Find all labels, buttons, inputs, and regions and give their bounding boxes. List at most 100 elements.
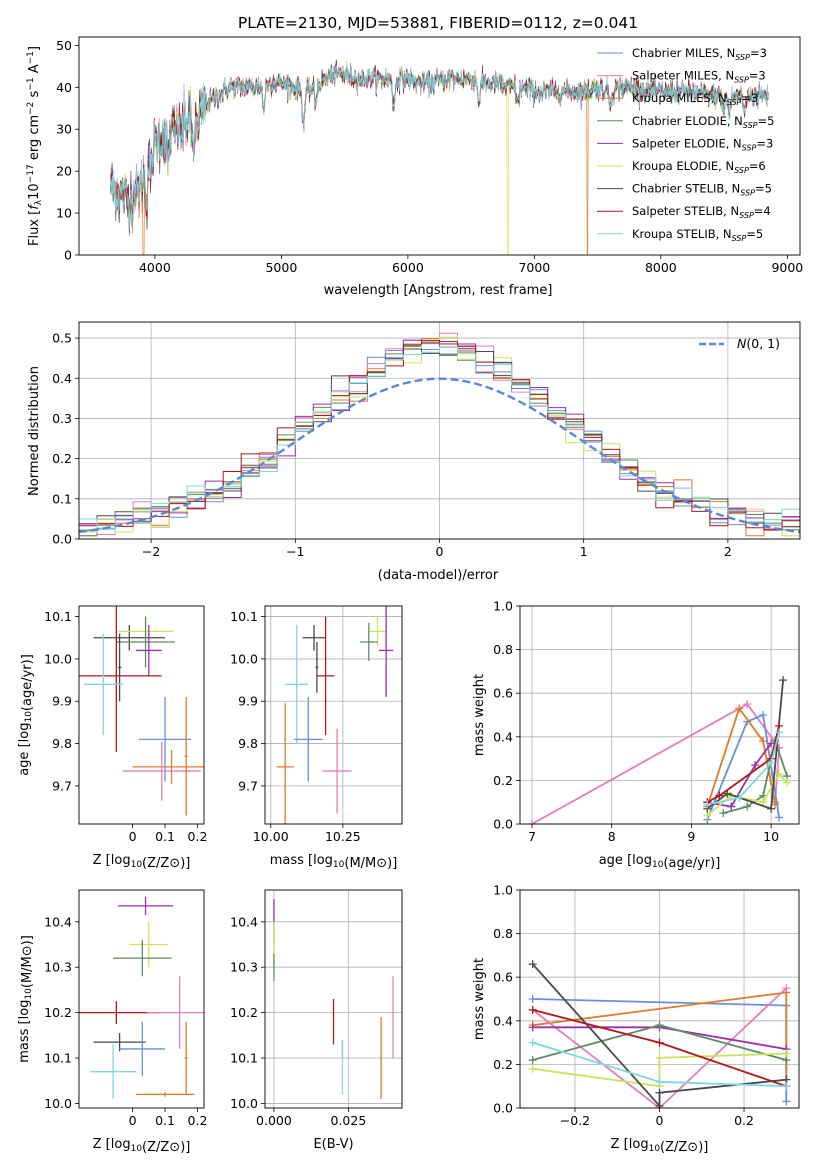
y-tick-label: 10.0 — [44, 651, 72, 666]
weight-marker — [782, 1049, 791, 1058]
weight-marker — [782, 1097, 791, 1106]
x-axis-label: Z [log10(Z/Z⊙)] — [611, 1137, 709, 1155]
weight-marker — [775, 813, 784, 822]
plots-layer: 4000 5000 6000 7000 8000 900001020304050wavel… — [17, 36, 803, 1155]
x-axis-label: (data-model)/error — [378, 568, 499, 583]
weight-marker — [528, 1056, 537, 1065]
marks-residuals — [79, 332, 800, 539]
marks-age_vs_Z — [79, 606, 204, 816]
weight-line — [706, 680, 784, 810]
weight-marker — [655, 1021, 664, 1030]
legend-entry: Chabrier STELIB, NSSP=5 — [632, 182, 772, 198]
weight-marker — [655, 1077, 664, 1086]
y-tick-label: 10.1 — [230, 609, 258, 624]
x-axis-label: Z [log10(Z/Z⊙)] — [93, 853, 191, 871]
y-tick-label: 0 — [64, 248, 72, 263]
x-tick-label: 10.00 — [253, 829, 289, 844]
panel-residuals: −2 −1 0 1 2 0.0 0.1 0.2 0.3 0.4 0.5 N(0, 1) (data-mo… — [27, 321, 801, 583]
weight-marker — [779, 676, 788, 685]
y-axis-label: age [log10(age/yr)] — [17, 654, 35, 776]
x-tick-label: 0 — [436, 544, 444, 559]
x-tick-label: 10 — [763, 829, 779, 844]
x-axis-label: mass [log10(M/M⊙)] — [270, 853, 398, 871]
x-tick-label: 5000 — [265, 260, 297, 275]
panel-weight_vs_Z: −0.2 0 0.2 0.0 0.2 0.4 0.6 0.8 1.0 Z [log10(Z/Z⊙)… — [472, 883, 800, 1155]
axes-frame — [519, 605, 800, 825]
panel-mass_vs_ebv: 0.000 0.025 10.0 10.1 10.2 10.3 10.4 E(B-V) — [230, 889, 403, 1152]
figure-title: PLATE=2130, MJD=53881, FIBERID=0112, z=0… — [238, 14, 638, 32]
plot-area — [79, 606, 204, 824]
x-tick-label: 9 — [687, 829, 695, 844]
weight-line — [706, 706, 776, 807]
weight-marker — [759, 798, 768, 807]
y-tick-label: 9.7 — [238, 778, 258, 793]
gaussian-curve — [79, 377, 800, 534]
x-tick-label: 0.2 — [188, 1113, 208, 1128]
legend-entry: Chabrier ELODIE, NSSP=5 — [632, 114, 774, 130]
weight-marker — [735, 793, 744, 802]
y-tick-label: 30 — [56, 122, 72, 137]
axes-frame — [264, 889, 403, 1109]
weight-marker — [719, 809, 728, 818]
x-tick-label: 4000 — [139, 260, 171, 275]
y-tick-label: 0.5 — [52, 331, 72, 346]
weight-line — [531, 702, 781, 824]
y-tick-label: 9.9 — [238, 694, 258, 709]
axes-frame — [264, 605, 403, 825]
weight-marker — [767, 739, 776, 748]
marks-mass_vs_Z — [79, 896, 204, 1099]
y-tick-label: 10.1 — [230, 1051, 258, 1066]
axes-frame — [78, 605, 205, 825]
y-tick-label: 20 — [56, 164, 72, 179]
y-tick-label: 10.1 — [44, 1051, 72, 1066]
y-tick-label: 0.1 — [52, 491, 72, 506]
weight-line — [532, 987, 787, 1108]
x-tick-label: 8000 — [645, 260, 677, 275]
marks-mass_vs_ebv — [273, 899, 394, 1099]
y-tick-label: 0.2 — [493, 773, 513, 788]
legend-entry: Kroupa MILES, NSSP=3 — [632, 91, 758, 107]
weight-marker — [727, 802, 736, 811]
legend-entry: Salpeter MILES, NSSP=3 — [632, 69, 766, 85]
y-tick-label: 10.2 — [44, 1005, 72, 1020]
x-tick-label: 10.25 — [325, 829, 361, 844]
plot-area — [79, 890, 204, 1108]
y-axis-label: mass weight — [472, 958, 487, 1040]
x-tick-label: 0 — [129, 1113, 137, 1128]
panel-age_vs_mass: 10.00 10.25 9.7 9.8 9.9 10.0 10.1 mass [log10(M… — [230, 605, 403, 871]
y-tick-label: 0.2 — [493, 1057, 513, 1072]
weight-marker — [775, 728, 784, 737]
x-tick-label: 7000 — [518, 260, 550, 275]
y-tick-label: 10.0 — [44, 1096, 72, 1111]
weight-marker — [782, 984, 791, 993]
y-tick-label: 0.8 — [493, 926, 513, 941]
y-tick-label: 10.4 — [230, 914, 258, 929]
weight-marker — [743, 802, 752, 811]
legend-entry: Kroupa STELIB, NSSP=5 — [632, 227, 763, 243]
weight-marker — [655, 1038, 664, 1047]
y-tick-label: 10.3 — [44, 960, 72, 975]
x-tick-label: 0.2 — [734, 1113, 754, 1128]
axes-frame — [78, 889, 205, 1109]
marks-age_vs_mass — [276, 606, 394, 824]
weight-marker — [655, 1101, 664, 1108]
x-tick-label: 8 — [608, 829, 616, 844]
x-tick-label: 1 — [580, 544, 588, 559]
weight-marker — [735, 704, 744, 713]
x-axis-label: age [log10(age/yr)] — [599, 853, 721, 871]
y-tick-label: 9.7 — [52, 778, 72, 793]
y-tick-label: 0.3 — [52, 411, 72, 426]
x-tick-label: 0 — [129, 829, 137, 844]
y-tick-label: 10.2 — [230, 1005, 258, 1020]
plot-area — [79, 37, 800, 255]
weight-marker — [743, 700, 752, 709]
y-tick-label: 10.3 — [230, 960, 258, 975]
legend-entry: Chabrier MILES, NSSP=3 — [632, 46, 767, 62]
weight-marker — [655, 1053, 664, 1062]
weight-marker — [528, 960, 537, 969]
weight-marker — [783, 778, 792, 787]
panel-spectrum: 4000 5000 6000 7000 8000 9000 0 10 20 30 40 50 wavel… — [26, 36, 803, 298]
weight-marker — [528, 1005, 537, 1014]
y-tick-label: 0.0 — [52, 532, 72, 547]
weight-marker — [767, 804, 776, 813]
